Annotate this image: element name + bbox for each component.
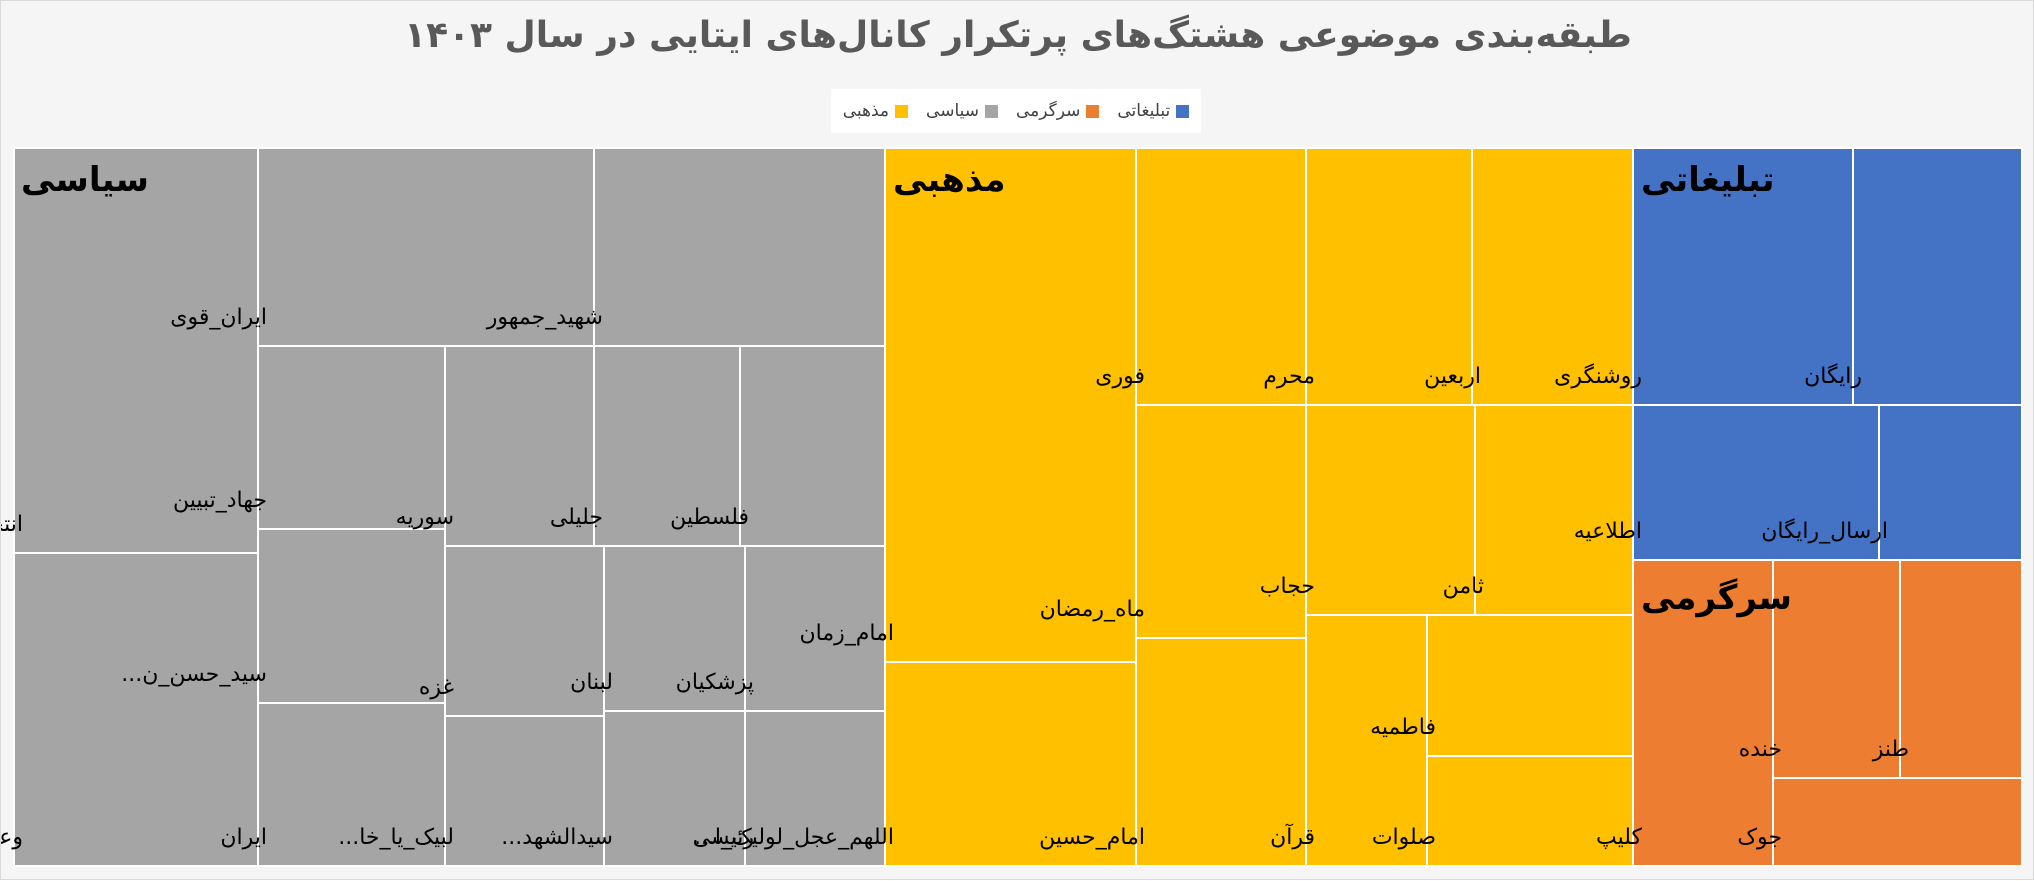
treemap-tile[interactable] <box>257 345 446 530</box>
treemap-tile[interactable] <box>1135 147 1307 406</box>
tile-label: لبیک_یا_خا... <box>338 825 454 850</box>
treemap-tile[interactable] <box>1135 637 1307 867</box>
tile-label: سید_حسن_ن... <box>121 662 267 687</box>
treemap-tile[interactable] <box>744 545 886 712</box>
treemap-tile[interactable] <box>1305 404 1476 616</box>
treemap-tile[interactable] <box>884 147 1137 663</box>
tile-label: جوک <box>1737 825 1782 850</box>
tile-label: قرآن <box>1270 823 1315 850</box>
treemap-tile[interactable] <box>13 147 259 554</box>
tile-label: خنده <box>1739 737 1782 762</box>
treemap-tile[interactable] <box>1426 755 1634 867</box>
tile-label: رئیسی <box>693 825 754 850</box>
tile-label: ایران <box>220 825 267 850</box>
legend-swatch <box>1176 104 1190 118</box>
treemap-tile[interactable] <box>739 345 886 547</box>
tile-label: ارسال_رایگان <box>1761 518 1888 544</box>
treemap-tile[interactable] <box>593 345 741 547</box>
treemap-tile[interactable] <box>257 147 595 347</box>
treemap-tile[interactable] <box>1772 777 2023 867</box>
treemap-tile[interactable] <box>1305 147 1473 406</box>
category-group: امام_زمان اللهم_عجل_لولیک_ا... فوری محرم ارب… <box>694 147 1634 867</box>
tile-label: روشنگری <box>1554 363 1642 389</box>
treemap-tile[interactable] <box>13 552 259 867</box>
tile-label: وعده_صادق <box>1 825 23 850</box>
treemap-tile[interactable] <box>1878 404 2023 561</box>
tile-label: امام_زمان <box>800 621 895 646</box>
tile-label: رایگان <box>1804 363 1862 389</box>
tile-label: لبنان <box>570 670 613 695</box>
tile-label: محرم <box>1263 364 1315 389</box>
legend-label: سیاسی <box>926 101 979 121</box>
tile-label: انتخابات <box>1 512 23 537</box>
tile-label: غزه <box>419 675 454 700</box>
tile-label: طنز <box>1872 737 1909 762</box>
treemap-tile[interactable] <box>444 715 605 867</box>
tile-label: اللهم_عجل_لولیک_ا... <box>694 825 894 850</box>
tile-label: فوری <box>1095 364 1145 389</box>
legend-label: تبلیغاتی <box>1117 101 1171 121</box>
tile-label: جهاد_تبیین <box>173 488 267 513</box>
treemap-tile[interactable] <box>444 545 605 717</box>
legend-item: مذهبی <box>842 101 909 121</box>
category-header: مذهبی <box>893 160 1006 200</box>
category-header: سرگرمی <box>1641 578 1792 618</box>
tile-label: صلوات <box>1372 825 1436 850</box>
tile-label: شهید_جمهور <box>486 305 603 330</box>
tile-label: فلسطین <box>670 505 749 530</box>
legend-swatch <box>895 104 909 118</box>
tile-label: ثامن <box>1443 574 1484 599</box>
tile-label: ایران_قوی <box>170 305 267 330</box>
treemap-tile[interactable] <box>1474 404 1634 616</box>
category-header: تبلیغاتی <box>1641 160 1775 200</box>
treemap-tile[interactable] <box>257 528 446 704</box>
treemap-tile[interactable] <box>1471 147 1634 406</box>
legend: مذهبی سیاسی سرگرمی تبلیغاتی <box>831 89 1201 133</box>
tile-label: امام_حسین <box>1039 825 1145 850</box>
treemap-tile[interactable] <box>1426 614 1634 757</box>
treemap-tile[interactable] <box>1632 559 1774 867</box>
treemap-tile[interactable] <box>884 661 1137 867</box>
legend-label: سرگرمی <box>1016 101 1081 121</box>
treemap-tile[interactable] <box>257 702 446 867</box>
category-group: انتخابات وعده_صادق ایران_قوی شهید_جمهور جهاد… <box>1 147 886 867</box>
tile-label: حجاب <box>1260 574 1315 599</box>
tile-label: پزشکیان <box>676 670 754 695</box>
tile-label: جلیلی <box>550 505 603 530</box>
category-group: روشنگری رایگان اطلاعیه ارسال_رایگان تبلیغاتی <box>1554 147 2023 561</box>
legend-swatch <box>1086 104 1100 118</box>
treemap-tile[interactable] <box>744 710 886 867</box>
tile-label: کلیپ <box>1596 825 1643 850</box>
tile-label: اربعین <box>1424 364 1481 389</box>
tile-label: سوریه <box>396 505 454 530</box>
tile-label: ماه_رمضان <box>1040 597 1145 622</box>
category-group: کلیپ خنده طنز جوک سرگرمی <box>1596 559 2023 867</box>
legend-swatch <box>985 104 998 118</box>
legend-item: سرگرمی <box>1016 101 1100 121</box>
legend-label: مذهبی <box>842 101 890 121</box>
tile-label: اطلاعیه <box>1574 519 1642 544</box>
treemap-tile[interactable] <box>1899 559 2023 779</box>
legend-item: سیاسی <box>926 101 998 121</box>
tile-label: سیدالشهد... <box>501 825 613 850</box>
legend-item: تبلیغاتی <box>1117 101 1190 121</box>
treemap-tile[interactable] <box>593 147 886 347</box>
treemap-tile[interactable] <box>1305 614 1428 867</box>
treemap-tile[interactable] <box>1135 404 1307 639</box>
treemap-tile[interactable] <box>1852 147 2023 406</box>
chart-title: طبقه‌بندی موضوعی هشتگ‌های پرتکرار کانال‌… <box>404 15 1632 56</box>
category-header: سیاسی <box>21 160 149 200</box>
tile-label: فاطمیه <box>1370 715 1436 740</box>
